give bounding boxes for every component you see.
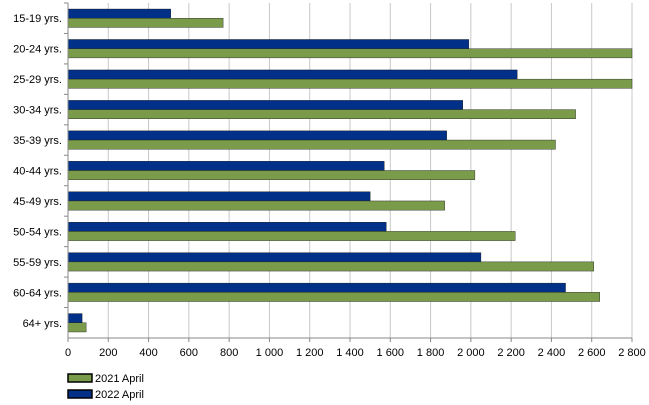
bar-2021-april-2 bbox=[67, 78, 633, 89]
bar-2022-april-7 bbox=[67, 222, 387, 232]
x-tick-label: 1 400 bbox=[336, 347, 364, 359]
bar-2021-april-7 bbox=[67, 231, 516, 241]
x-tick-label: 1 600 bbox=[377, 347, 405, 359]
bar-2021-april-9 bbox=[67, 292, 600, 302]
bar-2022-april-2 bbox=[67, 69, 518, 80]
x-tick-label: 600 bbox=[180, 347, 198, 359]
bar-2022-april-6 bbox=[67, 191, 371, 202]
x-tick-label: 800 bbox=[220, 347, 238, 359]
category-label: 15-19 yrs. bbox=[13, 13, 62, 25]
bar-2022-april-9 bbox=[67, 282, 566, 293]
bar-2022-april-0 bbox=[67, 8, 171, 19]
category-label: 45-49 yrs. bbox=[13, 196, 62, 208]
bar-2022-april-4 bbox=[67, 130, 447, 141]
x-tick-label: 2 800 bbox=[618, 347, 646, 359]
bar-2022-april-8 bbox=[67, 252, 482, 263]
bar-2022-april-10 bbox=[67, 313, 83, 323]
category-label: 55-59 yrs. bbox=[13, 257, 62, 269]
bar-2021-april-0 bbox=[67, 18, 224, 28]
axes bbox=[64, 2, 633, 342]
bar-2021-april-6 bbox=[67, 200, 445, 211]
category-label: 35-39 yrs. bbox=[13, 135, 62, 147]
category-label: 60-64 yrs. bbox=[13, 287, 62, 299]
bar-2022-april-1 bbox=[67, 39, 470, 49]
x-tick-labels: 0 200 400 600 800 1 000 1 200 1 400 1 600 1 800 2 … bbox=[65, 347, 646, 359]
legend: 2021 April 2022 April bbox=[67, 373, 144, 401]
category-label: 64+ yrs. bbox=[23, 318, 62, 330]
x-tick-label: 0 bbox=[65, 347, 71, 359]
bar-2021-april-5 bbox=[67, 170, 476, 180]
bar-2021-april-1 bbox=[67, 48, 633, 59]
x-tick-label: 2 200 bbox=[497, 347, 525, 359]
legend-swatch bbox=[67, 389, 93, 399]
x-tick-label: 1 200 bbox=[296, 347, 324, 359]
x-tick-label: 1 000 bbox=[256, 347, 284, 359]
x-tick-label: 1 800 bbox=[417, 347, 445, 359]
legend-label: 2021 April bbox=[95, 373, 144, 385]
category-labels: 15-19 yrs. 20-24 yrs. 25-29 yrs. 30-34 yrs.… bbox=[13, 13, 62, 330]
bar-2021-april-4 bbox=[67, 139, 556, 150]
bars bbox=[67, 8, 633, 333]
category-label: 50-54 yrs. bbox=[13, 226, 62, 238]
bar-2021-april-10 bbox=[67, 322, 87, 333]
legend-label: 2022 April bbox=[95, 389, 144, 401]
category-label: 40-44 yrs. bbox=[13, 166, 62, 178]
bar-2021-april-8 bbox=[67, 261, 594, 272]
legend-swatch bbox=[67, 373, 93, 383]
bar-2021-april-3 bbox=[67, 109, 576, 119]
bar-2022-april-5 bbox=[67, 161, 385, 171]
x-tick-label: 2 600 bbox=[578, 347, 606, 359]
category-label: 20-24 yrs. bbox=[13, 44, 62, 56]
category-label: 30-34 yrs. bbox=[13, 105, 62, 117]
x-tick-label: 2 400 bbox=[538, 347, 566, 359]
x-tick-label: 200 bbox=[99, 347, 117, 359]
bar-2022-april-3 bbox=[67, 100, 463, 110]
category-label: 25-29 yrs. bbox=[13, 74, 62, 86]
x-tick-label: 400 bbox=[139, 347, 157, 359]
x-tick-label: 2 000 bbox=[457, 347, 485, 359]
